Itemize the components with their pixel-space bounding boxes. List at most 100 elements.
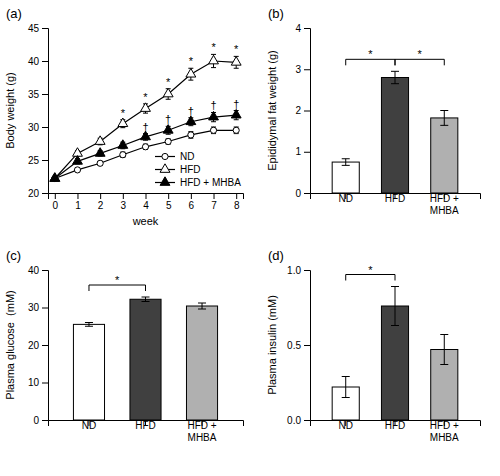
x-tick: HFD [135, 420, 156, 431]
y-tick: 20 [28, 340, 48, 351]
x-tick-label: ND [338, 193, 352, 204]
x-tick: 0 [53, 193, 59, 211]
point [95, 136, 105, 145]
y-tick-mark [42, 28, 48, 29]
x-tick: 5 [166, 193, 172, 211]
panel: 01234NDHFDHFD +MHBA**(b)Epididymal fat w… [266, 6, 481, 216]
error-bar [143, 144, 148, 149]
y-tick: 1.0 [287, 265, 310, 276]
legend-label: ND [180, 151, 194, 162]
panel-label: (b) [268, 6, 284, 21]
significance-marker: * [234, 43, 239, 55]
x-tick: 7 [211, 193, 217, 211]
x-tick: HFD +MHBA [430, 193, 459, 216]
legend-label: HFD [180, 164, 201, 175]
y-tick-mark [304, 345, 310, 346]
plot-area [50, 54, 241, 181]
x-tick: 4 [143, 193, 149, 211]
bar [332, 162, 359, 193]
y-tick: 20 [28, 188, 48, 199]
legend-marker [160, 164, 170, 173]
y-tick: 4 [295, 23, 310, 34]
bar [186, 306, 217, 420]
x-tick: ND [338, 193, 352, 204]
error-bar [234, 127, 239, 134]
legend-marker [160, 177, 170, 186]
x-tick-label: 4 [143, 200, 149, 211]
x-tick-label: HFD +MHBA [430, 193, 459, 216]
x-tick-mark [77, 193, 78, 199]
panel: 202530354045012345678******†††††NDHFDHFD… [4, 6, 244, 227]
legend-item: HFD [155, 164, 201, 175]
y-tick-label: 35 [28, 89, 40, 100]
point [209, 55, 219, 64]
error-bar [142, 297, 150, 302]
y-axis: 0.00.51.0 [287, 265, 310, 426]
error-bar [85, 323, 93, 327]
x-tick-label: 8 [234, 200, 240, 211]
series [52, 127, 240, 182]
y-tick: 40 [28, 265, 48, 276]
significance-marker: * [211, 41, 216, 53]
panel: 0.00.51.0NDHFDHFD +MHBA*(d)Plasma insuli… [266, 248, 481, 443]
y-tick-mark [42, 193, 48, 194]
x-tick-mark [100, 193, 101, 199]
point [186, 69, 196, 78]
point [97, 160, 103, 166]
significance-marker: † [210, 99, 216, 111]
point [163, 88, 173, 97]
x-tick-label: 3 [121, 200, 127, 211]
y-tick-mark [42, 308, 48, 309]
panel-label: (c) [6, 248, 21, 263]
y-tick-label: 2 [295, 105, 301, 116]
point [120, 152, 126, 158]
error-bar [166, 139, 171, 144]
significance-marker: † [142, 121, 148, 133]
y-tick: 0.0 [287, 415, 310, 426]
point [165, 138, 171, 144]
y-tick-mark [304, 69, 310, 70]
y-tick-label: 30 [28, 122, 40, 133]
point [231, 57, 241, 66]
error-bar [391, 71, 399, 83]
x-tick-label: 5 [166, 200, 172, 211]
y-tick-label: 25 [28, 155, 40, 166]
y-axis: 01234 [295, 23, 310, 199]
point [163, 125, 173, 134]
y-axis-title: Plasma glucose (mM) [4, 290, 16, 399]
point [50, 173, 60, 182]
y-tick-mark [42, 160, 48, 161]
y-tick: 2 [295, 105, 310, 116]
x-tick-label: 2 [98, 200, 104, 211]
y-tick-mark [42, 61, 48, 62]
y-tick-label: 1.0 [287, 265, 301, 276]
y-tick: 0 [295, 188, 310, 199]
error-bar [120, 152, 125, 157]
x-tick-label: HFD +MHBA [430, 420, 459, 443]
x-axis-title: week [132, 215, 159, 227]
y-tick-label: 1 [295, 146, 301, 157]
y-tick: 0 [33, 415, 48, 426]
x-tick-mark [123, 193, 124, 199]
y-tick-mark [42, 94, 48, 95]
y-tick-mark [42, 345, 48, 346]
x-tick: HFD [385, 193, 406, 204]
y-tick-label: 0 [33, 415, 39, 426]
annotations: * [346, 264, 395, 281]
point [209, 111, 219, 120]
y-tick-label: 4 [295, 23, 301, 34]
y-axis-line [304, 29, 311, 194]
y-tick-mark [42, 383, 48, 384]
point [95, 148, 105, 157]
point [231, 109, 241, 118]
x-tick-mark [236, 193, 237, 199]
y-tick-label: 40 [28, 56, 40, 67]
significance-marker: * [368, 264, 373, 276]
legend: NDHFDHFD + MHBA [155, 151, 241, 188]
bar [73, 324, 104, 420]
y-axis-line [42, 29, 49, 194]
y-tick: 30 [28, 122, 48, 133]
x-tick: HFD +MHBA [430, 420, 459, 443]
y-tick-mark [304, 28, 310, 29]
error-bar [211, 127, 216, 134]
